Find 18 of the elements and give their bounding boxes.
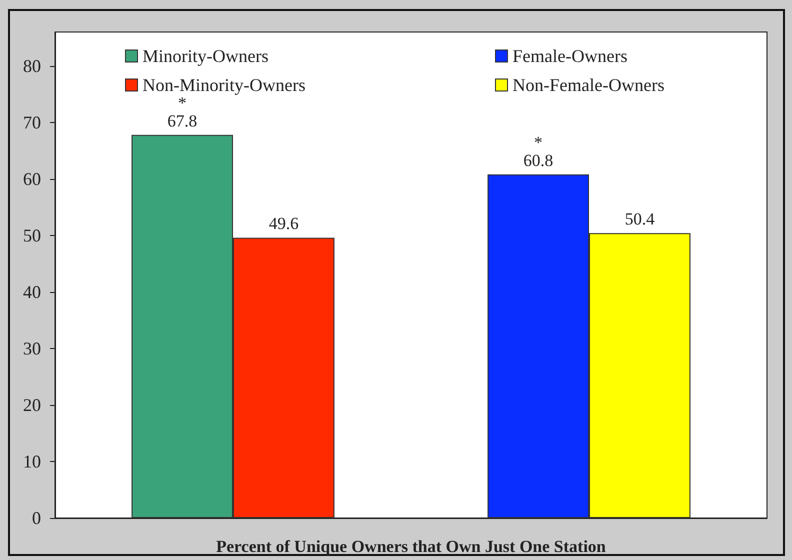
y-tick-label: 70 — [23, 112, 41, 132]
y-tick-label: 20 — [23, 394, 41, 415]
data-label: 50.4 — [624, 210, 656, 229]
y-tick-label: 0 — [32, 508, 41, 528]
x-axis-title: Percent of Unique Owners that Own Just One Station — [216, 537, 606, 556]
y-tick-label: 50 — [23, 225, 41, 246]
legend-label: Non-Female-Owners — [512, 75, 664, 95]
legend-label: Non-Minority-Owners — [142, 75, 306, 95]
data-label: * 67.8 — [167, 93, 198, 130]
y-tick-label: 60 — [23, 168, 41, 189]
legend-label: Female-Owners — [512, 46, 628, 66]
data-label: * 60.8 — [523, 132, 554, 170]
data-label: 49.6 — [268, 214, 299, 234]
y-tick-label: 40 — [23, 282, 41, 302]
y-tick-label: 10 — [23, 451, 41, 472]
y-tick-label: 30 — [23, 338, 41, 358]
legend-label: Minority-Owners — [142, 46, 268, 66]
y-tick-label: 80 — [23, 56, 41, 76]
